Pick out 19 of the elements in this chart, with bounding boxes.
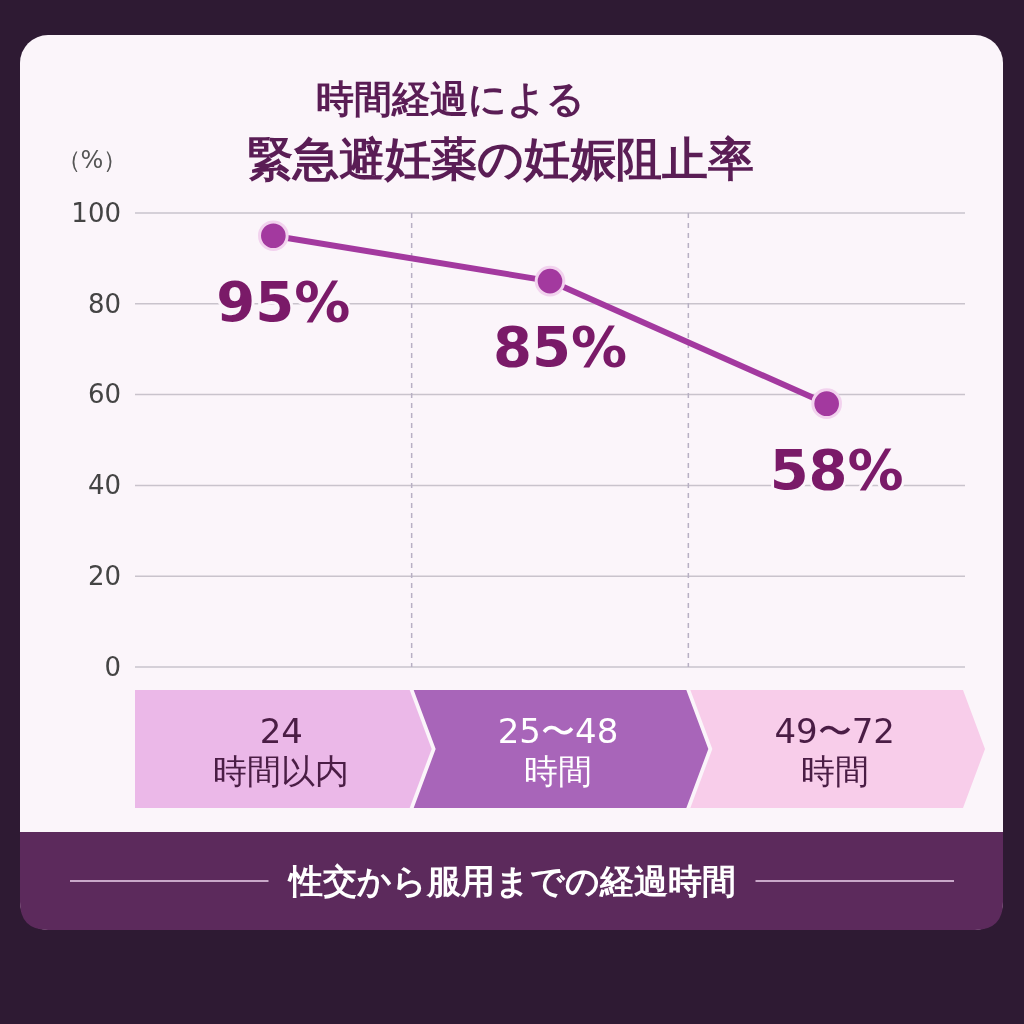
y-tick-label: 60 [87,379,121,410]
x-tick-label: 25〜48 時間 [497,711,619,791]
point [811,388,842,419]
x-tick-label: 49〜72 時間 [774,711,895,791]
point [534,265,566,297]
x-axis-title: 性交から服用までの経過時間 [286,861,736,901]
data-label: 85% [492,314,628,380]
y-tick-label: 40 [87,470,121,501]
y-tick-label: 100 [71,197,121,228]
x-tick-label: 24 時間以内 [213,711,350,791]
y-tick-label: 0 [104,651,121,682]
data-label: 58% [769,436,904,502]
y-axis-title: （%） [56,146,128,174]
data-label: 95% [216,268,351,334]
y-tick-label: 80 [87,288,121,319]
y-tick-label: 20 [87,561,121,592]
point [258,220,289,251]
chart-title: 時間経過による [315,77,585,121]
chart-subtitle: 緊急避妊薬の妊娠阻止率 [246,132,754,186]
